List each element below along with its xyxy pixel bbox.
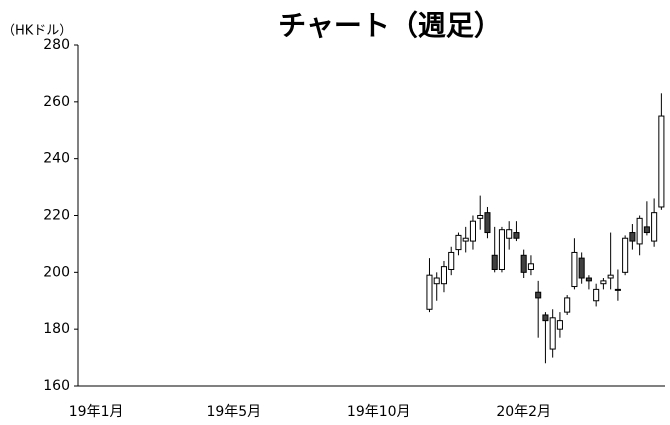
x-tick-label: 19年1月 <box>69 404 124 420</box>
candle-body <box>585 277 592 282</box>
candle-body <box>506 229 513 239</box>
x-tick-label: 19年10月 <box>347 404 411 420</box>
y-tick-label: 160 <box>43 378 70 394</box>
candle-body <box>527 263 534 270</box>
candle-body <box>520 254 527 273</box>
candle-body <box>455 234 462 251</box>
y-tick-label: 280 <box>43 37 70 53</box>
candle-body <box>629 232 636 242</box>
candle-body <box>549 317 556 350</box>
y-axis-label: （HKドル） <box>2 24 72 39</box>
y-tick-label: 200 <box>43 264 70 280</box>
y-tick-label: 220 <box>43 208 70 224</box>
candle-body <box>491 254 498 270</box>
candle-body <box>600 280 607 285</box>
candle-body <box>440 266 448 285</box>
candle-body <box>643 226 650 234</box>
candle-body <box>477 215 484 219</box>
candle-body <box>542 314 549 322</box>
candle-body <box>564 297 571 313</box>
candle-body <box>462 237 469 242</box>
candle-body <box>448 251 455 270</box>
candle-body <box>658 115 665 208</box>
candle-body <box>433 277 440 285</box>
candle-body <box>513 232 520 239</box>
candle-body <box>622 237 629 273</box>
candle-body <box>607 274 614 279</box>
candle-body <box>578 257 585 279</box>
candle-body <box>556 320 563 330</box>
x-tick-label: 20年2月 <box>496 404 551 420</box>
candle-body <box>426 274 433 310</box>
x-tick-label: 19年5月 <box>206 404 261 420</box>
candle-body <box>651 212 658 242</box>
candle-body <box>614 288 621 291</box>
candle-body <box>484 212 491 234</box>
candle-body <box>593 288 600 302</box>
candle-body <box>535 291 542 299</box>
y-tick-label: 240 <box>43 151 70 167</box>
candle-body <box>571 251 578 288</box>
candle-body <box>469 220 476 242</box>
y-tick-label: 180 <box>43 321 70 337</box>
chart-title: チャート（週足） <box>278 9 502 42</box>
y-tick-label: 260 <box>43 94 70 110</box>
candle-body <box>498 229 505 270</box>
candle-body <box>636 217 643 245</box>
